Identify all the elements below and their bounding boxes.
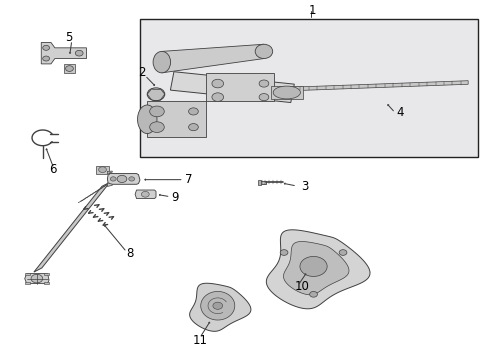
Circle shape: [211, 79, 223, 88]
Polygon shape: [271, 86, 302, 99]
Polygon shape: [266, 230, 369, 309]
Text: 6: 6: [49, 163, 56, 176]
Circle shape: [42, 45, 49, 50]
Text: 11: 11: [192, 333, 207, 347]
Text: 10: 10: [294, 280, 309, 293]
Polygon shape: [44, 273, 49, 275]
Polygon shape: [258, 180, 260, 185]
Circle shape: [259, 80, 268, 87]
Circle shape: [212, 302, 222, 309]
Circle shape: [31, 274, 42, 283]
Ellipse shape: [153, 51, 170, 73]
Text: 3: 3: [301, 180, 308, 193]
Polygon shape: [44, 282, 49, 284]
Circle shape: [211, 93, 223, 102]
Polygon shape: [25, 282, 30, 284]
Circle shape: [188, 108, 198, 115]
Circle shape: [128, 177, 134, 181]
Polygon shape: [25, 274, 49, 284]
Circle shape: [75, 50, 83, 56]
Polygon shape: [189, 283, 250, 331]
Circle shape: [110, 177, 116, 181]
Bar: [140, 19, 477, 157]
Polygon shape: [107, 174, 140, 184]
Ellipse shape: [255, 44, 272, 59]
Text: 8: 8: [126, 247, 134, 260]
Polygon shape: [107, 183, 112, 186]
Ellipse shape: [273, 86, 300, 99]
Polygon shape: [34, 182, 110, 272]
Circle shape: [65, 66, 73, 71]
Polygon shape: [201, 292, 234, 320]
Circle shape: [147, 88, 164, 101]
Circle shape: [99, 167, 106, 172]
Polygon shape: [162, 44, 264, 73]
Polygon shape: [273, 81, 467, 91]
Circle shape: [339, 249, 346, 255]
Polygon shape: [283, 242, 348, 295]
Polygon shape: [259, 181, 266, 184]
Text: 7: 7: [184, 173, 192, 186]
Polygon shape: [41, 42, 86, 64]
Polygon shape: [135, 190, 156, 199]
Circle shape: [141, 192, 149, 197]
Polygon shape: [63, 64, 75, 73]
Circle shape: [149, 122, 164, 132]
Polygon shape: [170, 72, 294, 103]
Polygon shape: [205, 73, 273, 102]
Circle shape: [309, 292, 317, 297]
Circle shape: [299, 256, 326, 276]
Text: 5: 5: [65, 31, 72, 44]
Text: 1: 1: [308, 4, 316, 17]
Text: 9: 9: [171, 191, 179, 204]
Polygon shape: [96, 166, 109, 174]
Circle shape: [42, 56, 49, 61]
Circle shape: [117, 175, 126, 183]
Polygon shape: [147, 102, 205, 137]
Circle shape: [149, 106, 164, 117]
Text: 4: 4: [396, 105, 403, 119]
Circle shape: [280, 249, 287, 255]
Circle shape: [188, 123, 198, 131]
Text: 2: 2: [138, 66, 145, 79]
Ellipse shape: [137, 105, 157, 134]
Polygon shape: [107, 171, 112, 174]
Polygon shape: [25, 273, 30, 275]
Circle shape: [259, 94, 268, 101]
